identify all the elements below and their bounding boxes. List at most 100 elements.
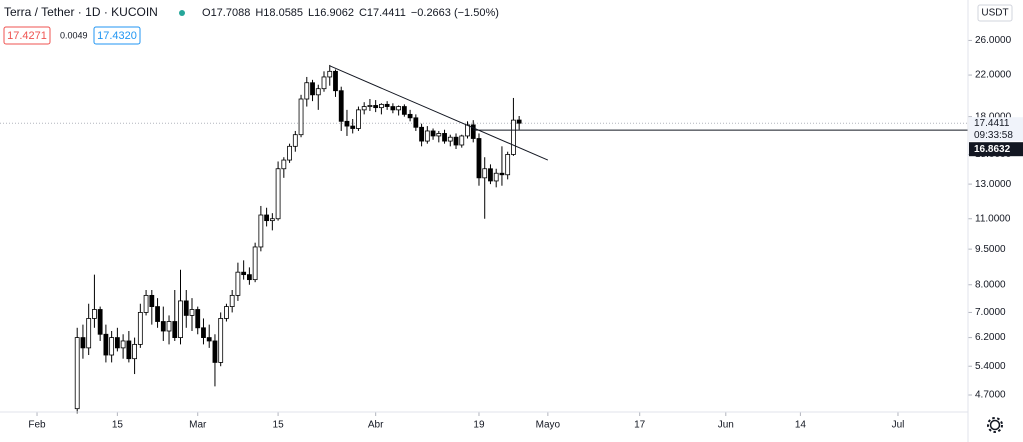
ohlc-key: O (202, 7, 211, 19)
candle-body (97, 309, 103, 335)
x-tick-label: Feb (28, 420, 46, 431)
candle-body (178, 300, 183, 338)
candle-body (459, 135, 465, 146)
candle-body (86, 318, 92, 349)
candle-body (396, 106, 402, 111)
x-tick-label: Jun (718, 420, 734, 431)
candle-body (160, 321, 166, 332)
candle-body (80, 337, 86, 349)
candle-body (321, 76, 327, 90)
candle-body (430, 130, 436, 137)
candle-body (470, 124, 476, 139)
candle-body (292, 134, 298, 147)
ohlc-value: 16.9062 (314, 7, 354, 19)
y-tick-label: 11.0000 (975, 213, 1011, 224)
x-tick-label: Abr (368, 420, 384, 431)
candle-body (92, 309, 97, 319)
buy-price: 17.4320 (97, 30, 137, 42)
candle-body (333, 70, 338, 92)
y-tick-label: 5.4000 (975, 361, 1006, 372)
candle-body (453, 136, 459, 146)
candle-body (224, 306, 229, 319)
spread: 0.0049 (60, 30, 88, 40)
y-tick-label: 7.0000 (975, 307, 1006, 318)
candle-body (505, 154, 511, 176)
candle-body (143, 294, 149, 313)
header: Terra / Tether · 1D · KUCOIN O 17.7088 H 18.… (3, 5, 499, 45)
candle-body (390, 106, 396, 111)
y-tick-label: 26.0000 (975, 35, 1012, 46)
buy-button[interactable] (93, 26, 141, 45)
candle-body (436, 133, 442, 137)
candle-body (327, 70, 333, 78)
ohlc-key: L (308, 7, 314, 19)
candle-body (315, 88, 321, 96)
y-tick-label: 18.0000 (975, 111, 1012, 122)
y-tick-label: 22.0000 (975, 70, 1012, 81)
candle-body (103, 333, 109, 356)
candle-body (172, 321, 178, 338)
candle-body (350, 125, 356, 129)
plot-area: 4.7000 5.4000 6.2000 7.0000 8.0000 9.5000 11.0… (0, 35, 1012, 431)
candle-body (442, 133, 447, 142)
gear-ring (989, 419, 1001, 431)
ohlc-value: 17.7088 (211, 7, 251, 19)
x-tick-label: 14 (795, 420, 807, 431)
candle-body (149, 294, 155, 307)
candle-body (120, 340, 126, 349)
y-tick-label: 9.5000 (975, 244, 1006, 255)
sell-price: 17.4271 (7, 30, 47, 42)
candle-body (126, 340, 132, 360)
candle-body (132, 343, 137, 360)
x-tick-label: 15 (273, 420, 285, 431)
y-tick-label: 4.7000 (975, 390, 1006, 401)
currency-label: USDT (981, 8, 1008, 19)
candle-body (413, 117, 419, 128)
candle-body (287, 145, 292, 161)
candle-body (482, 168, 488, 179)
symbol-title: Terra / Tether · 1D · KUCOIN (4, 5, 158, 19)
candle-body (476, 138, 482, 179)
candle-body (338, 90, 344, 122)
x-tick-label: Jul (892, 420, 905, 431)
x-tick-label: 17 (634, 420, 646, 431)
currency-button[interactable] (977, 4, 1013, 22)
candle-body (137, 312, 143, 345)
candle-body (447, 136, 453, 142)
candle-body (109, 337, 115, 356)
countdown-label: 09:33:58 (974, 130, 1013, 141)
y-tick-label: 8.0000 (975, 279, 1006, 290)
candle-body (74, 337, 80, 410)
candle-body (235, 271, 241, 296)
candle-body (155, 306, 160, 322)
candle-body (201, 327, 206, 338)
candle-body (281, 159, 287, 170)
x-tick-label: Mar (189, 420, 207, 431)
candle-body (241, 271, 247, 276)
sell-button[interactable] (3, 26, 51, 45)
change-value: −0.2663 (−1.50%) (411, 7, 499, 19)
candle-body (384, 103, 390, 107)
candle-body (424, 130, 430, 142)
gear-teeth (987, 417, 1003, 433)
candle-body (212, 340, 218, 363)
settings-icon[interactable] (987, 417, 1003, 433)
candle-body (189, 309, 195, 316)
ray-price-label: 16.8632 (974, 144, 1011, 155)
ohlc-value: 17.4411 (367, 7, 406, 19)
candle-body (206, 337, 212, 342)
candle-body (401, 106, 407, 115)
candle-body (229, 294, 235, 307)
candle-body (499, 172, 505, 176)
candle-body (275, 168, 281, 220)
x-tick-label: Mayo (536, 420, 561, 431)
ohlc-key: H (255, 7, 263, 19)
candle-body (183, 300, 189, 316)
status-dot (179, 10, 185, 16)
candle-body (218, 318, 224, 363)
candle-body (246, 274, 252, 281)
overlay: 17.4411 09:33:58 16.8632 USDT Terra / Tether… (3, 4, 1023, 157)
candle-body (379, 103, 384, 109)
